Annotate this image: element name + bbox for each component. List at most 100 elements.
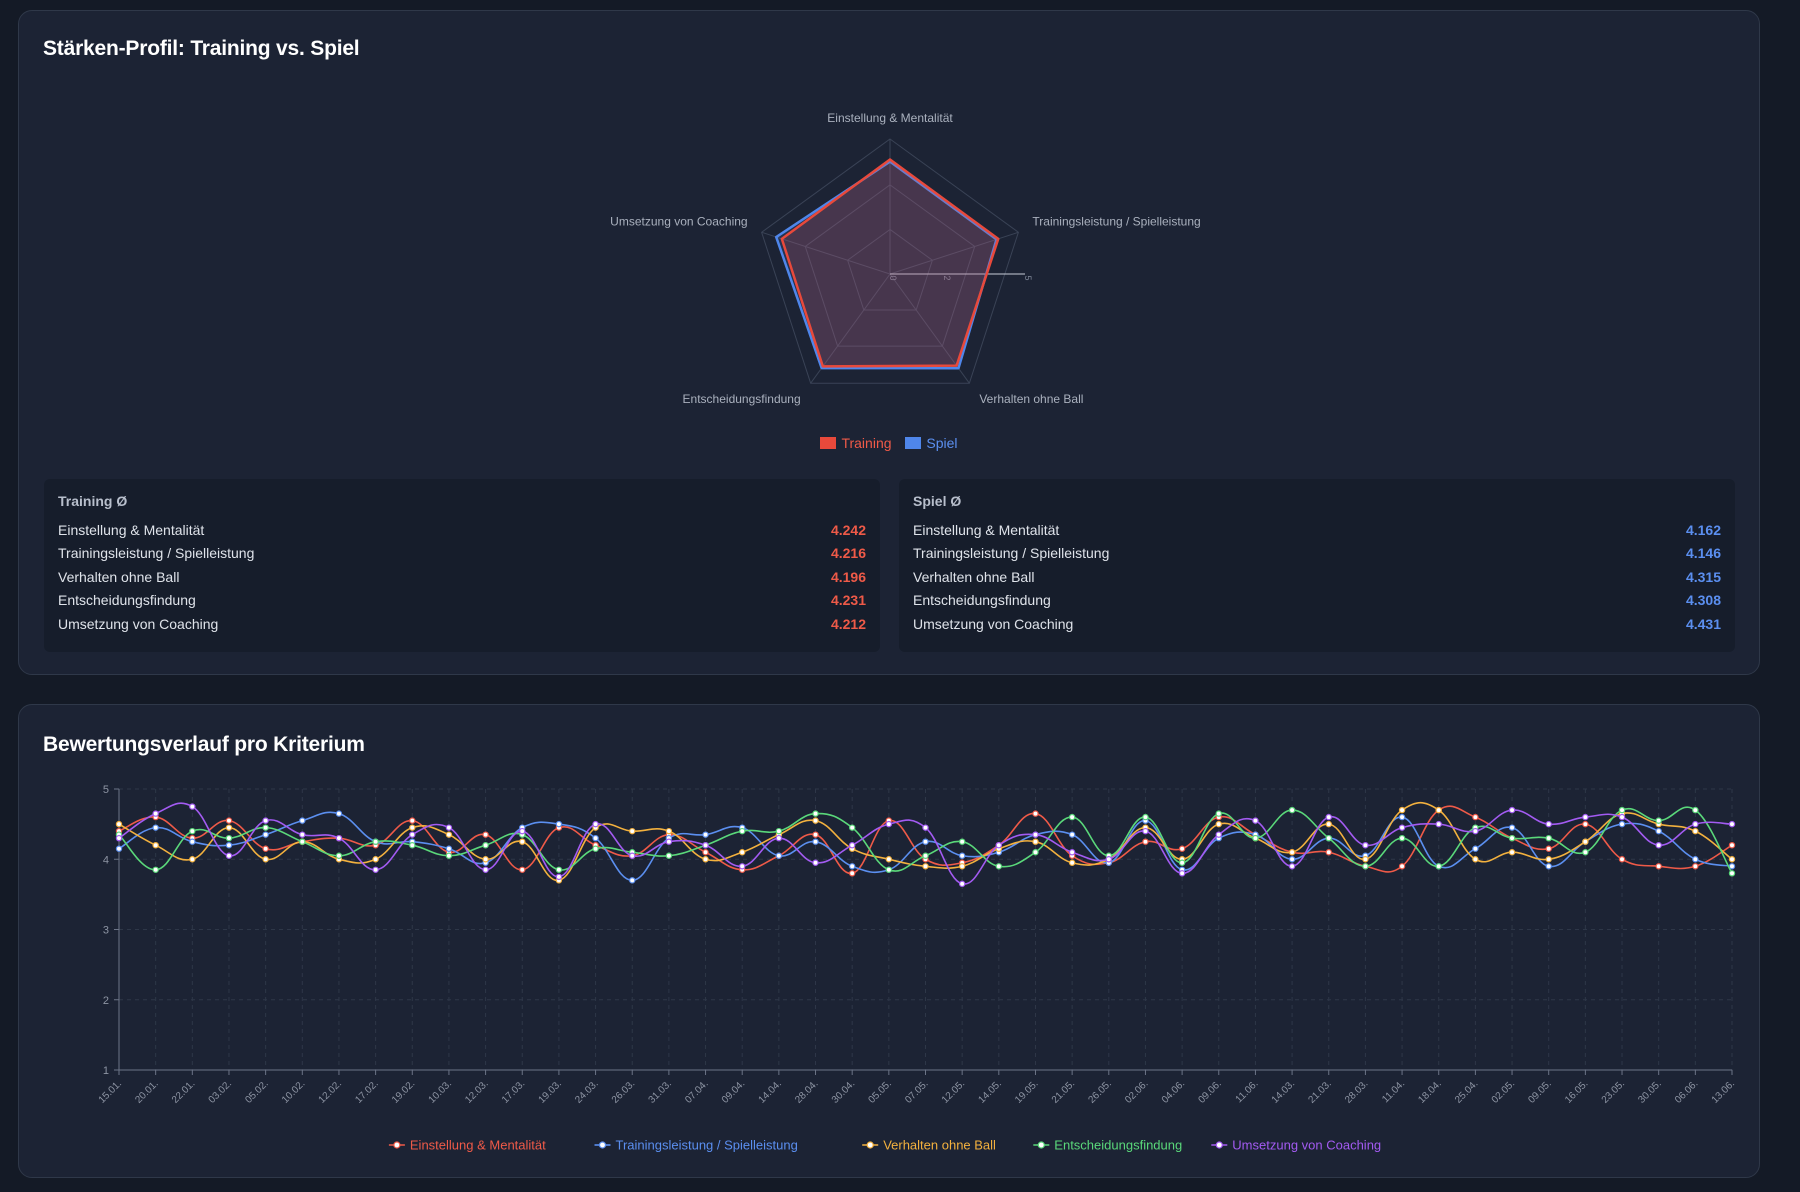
data-point-verhalten-ohne-ball [665, 827, 673, 835]
data-point-trainingsleistung-spielleistung [1728, 863, 1736, 870]
data-point-einstellung-mentalitaet [1655, 863, 1662, 870]
x-tick-label: 30.04. [830, 1078, 857, 1105]
data-point-umsetzung-von-coaching [115, 834, 123, 842]
data-point-verhalten-ohne-ball [1728, 856, 1736, 863]
data-point-verhalten-ohne-ball [115, 820, 123, 828]
data-point-umsetzung-von-coaching [555, 873, 563, 881]
data-point-verhalten-ohne-ball [1288, 849, 1296, 856]
data-point-trainingsleistung-spielleistung [1508, 824, 1516, 831]
x-tick-label: 02.05. [1490, 1078, 1517, 1105]
data-point-umsetzung-von-coaching [1398, 824, 1406, 831]
data-point-entscheidungsfindung [1508, 834, 1516, 842]
data-point-einstellung-mentalitaet [1178, 845, 1186, 852]
data-point-verhalten-ohne-ball [225, 824, 233, 831]
data-point-einstellung-mentalitaet [702, 849, 709, 856]
stat-value: 4.308 [1685, 592, 1721, 609]
legend-swatch-spiel [905, 437, 922, 449]
x-tick-label: 10.02. [280, 1078, 307, 1105]
radar-axis-label: Umsetzung von Coaching [610, 214, 747, 228]
data-point-einstellung-mentalitaet [1472, 813, 1479, 821]
data-point-verhalten-ohne-ball [1692, 827, 1699, 835]
training-average-panel: Training Ø Einstellung & Mentalität 4.242… [44, 479, 880, 652]
stat-label: Umsetzung von Coaching [58, 615, 219, 632]
radar-tick-label: 2 [942, 275, 952, 280]
y-tick-label: 5 [103, 784, 109, 796]
stat-row: Verhalten ohne Ball 4.196 [58, 566, 866, 589]
data-point-entscheidungsfindung [775, 827, 783, 835]
line-legend-item-trainingsleistung-spielleistung[interactable]: Trainingsleistung / Spielleistung [594, 1138, 798, 1153]
data-point-trainingsleistung-spielleistung [775, 852, 783, 859]
data-point-trainingsleistung-spielleistung [1472, 845, 1479, 852]
y-tick-label: 4 [103, 854, 109, 866]
data-point-umsetzung-von-coaching [1655, 841, 1662, 849]
radar-axis-label: Entscheidungsfindung [683, 392, 801, 406]
data-point-umsetzung-von-coaching [1545, 820, 1552, 828]
data-point-entscheidungsfindung [1398, 834, 1406, 842]
data-point-verhalten-ohne-ball [1325, 820, 1332, 828]
stat-value: 4.196 [830, 568, 866, 585]
radar-tick-label: 5 [1023, 275, 1033, 280]
data-point-umsetzung-von-coaching [775, 834, 783, 842]
data-point-entscheidungsfindung [225, 834, 233, 842]
x-tick-label: 12.02. [317, 1078, 344, 1105]
data-point-umsetzung-von-coaching [885, 820, 893, 828]
x-tick-label: 07.05. [903, 1078, 930, 1105]
radar-series-training [780, 158, 1000, 368]
data-point-umsetzung-von-coaching [629, 852, 636, 859]
data-point-einstellung-mentalitaet [1582, 820, 1589, 828]
data-point-umsetzung-von-coaching [848, 841, 856, 849]
data-point-entscheidungsfindung [409, 841, 416, 849]
data-point-umsetzung-von-coaching [225, 852, 233, 859]
data-point-trainingsleistung-spielleistung [812, 838, 819, 845]
x-tick-label: 21.03. [1306, 1078, 1333, 1105]
x-tick-label: 06.06. [1673, 1078, 1700, 1105]
legend-item-spiel[interactable]: Spiel [905, 435, 958, 451]
radar-axis-label: Trainingsleistung / Spielleistung [1032, 214, 1200, 228]
data-point-einstellung-mentalitaet [1545, 845, 1552, 852]
stat-label: Trainingsleistung / Spielleistung [58, 545, 255, 562]
data-point-verhalten-ohne-ball [1472, 856, 1479, 863]
data-point-umsetzung-von-coaching [1728, 820, 1736, 828]
x-tick-label: 12.03. [463, 1078, 490, 1105]
legend-label-training: Training [841, 435, 892, 451]
data-point-entscheidungsfindung [1618, 806, 1626, 814]
x-tick-label: 07.04. [683, 1078, 710, 1105]
data-point-einstellung-mentalitaet [1032, 810, 1039, 817]
data-point-entscheidungsfindung [1362, 863, 1369, 870]
line-legend-item-entscheidungsfindung[interactable]: Entscheidungsfindung [1033, 1138, 1182, 1153]
x-tick-label: 17.03. [500, 1078, 527, 1105]
data-point-umsetzung-von-coaching [1325, 813, 1332, 821]
data-point-umsetzung-von-coaching [958, 880, 966, 888]
data-point-trainingsleistung-spielleistung [1618, 820, 1626, 828]
stat-label: Verhalten ohne Ball [913, 568, 1035, 585]
data-point-entscheidungsfindung [482, 841, 489, 849]
x-tick-label: 13.06. [1710, 1078, 1737, 1105]
stat-value: 4.315 [1685, 568, 1721, 585]
data-point-trainingsleistung-spielleistung [152, 824, 159, 831]
data-point-entscheidungsfindung [299, 838, 306, 845]
data-point-verhalten-ohne-ball [445, 831, 453, 838]
spiel-average-heading: Spiel Ø [913, 493, 962, 509]
radar-series-spiel [774, 160, 998, 370]
x-tick-label: 05.05. [867, 1078, 894, 1105]
line-legend-item-verhalten-ohne-ball[interactable]: Verhalten ohne Ball [862, 1138, 996, 1153]
x-tick-label: 28.03. [1343, 1078, 1370, 1105]
stat-value: 4.431 [1685, 615, 1721, 632]
x-tick-label: 22.01. [170, 1078, 197, 1105]
legend-swatch-training [820, 437, 837, 449]
stat-row: Umsetzung von Coaching 4.431 [913, 613, 1721, 636]
line-legend-item-einstellung-mentalitaet[interactable]: Einstellung & Mentalität [388, 1138, 546, 1153]
stat-value: 4.146 [1685, 545, 1721, 562]
data-point-verhalten-ohne-ball [1068, 859, 1076, 866]
x-tick-label: 31.03. [647, 1078, 674, 1105]
legend-point-marker [866, 1141, 874, 1149]
data-point-trainingsleistung-spielleistung [1068, 831, 1076, 838]
x-tick-label: 17.02. [353, 1078, 380, 1105]
x-tick-label: 03.02. [207, 1078, 234, 1105]
data-point-entscheidungsfindung [335, 852, 343, 859]
data-point-umsetzung-von-coaching [299, 831, 306, 838]
line-legend-item-umsetzung-von-coaching[interactable]: Umsetzung von Coaching [1211, 1138, 1381, 1153]
legend-item-training[interactable]: Training [820, 435, 892, 451]
spiel-average-panel: Spiel Ø Einstellung & Mentalität 4.162 Tr… [899, 479, 1735, 652]
rating-history-card: Bewertungsverlauf pro Kriterium 1 2 3 4 5 15.… [18, 704, 1760, 1178]
